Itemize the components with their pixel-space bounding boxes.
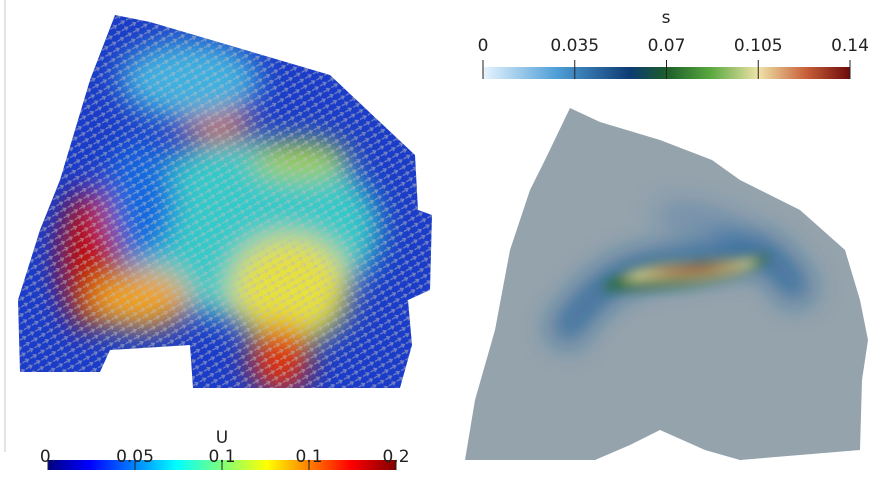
vector-glyph-field	[0, 0, 440, 400]
colorbar-title: U	[216, 428, 228, 448]
tick-label: 0.1	[208, 447, 235, 467]
tick-label: 0.2	[382, 447, 409, 467]
colorbar-u: U 0. 0.05 0.1 0.1 0.2	[40, 428, 410, 470]
tick-label: 0.07	[648, 36, 686, 56]
tick-label: 0.14	[831, 36, 869, 56]
tick-label: 0.1	[295, 447, 322, 467]
tick-label: 0.05	[116, 447, 154, 467]
tick-label: 0	[478, 36, 489, 56]
colorbar-title: s	[662, 8, 671, 28]
render-view: U 0. 0.05 0.1 0.1 0.2 s 0 0.035 0.07 0.105 0.14	[0, 0, 880, 483]
scalar-field	[450, 90, 880, 470]
tick-label: 0.035	[550, 36, 599, 56]
colorbar-s: s 0 0.035 0.07 0.105 0.14	[478, 8, 869, 79]
tick-label: 0.105	[734, 36, 783, 56]
tick-label: 0.	[40, 447, 56, 467]
